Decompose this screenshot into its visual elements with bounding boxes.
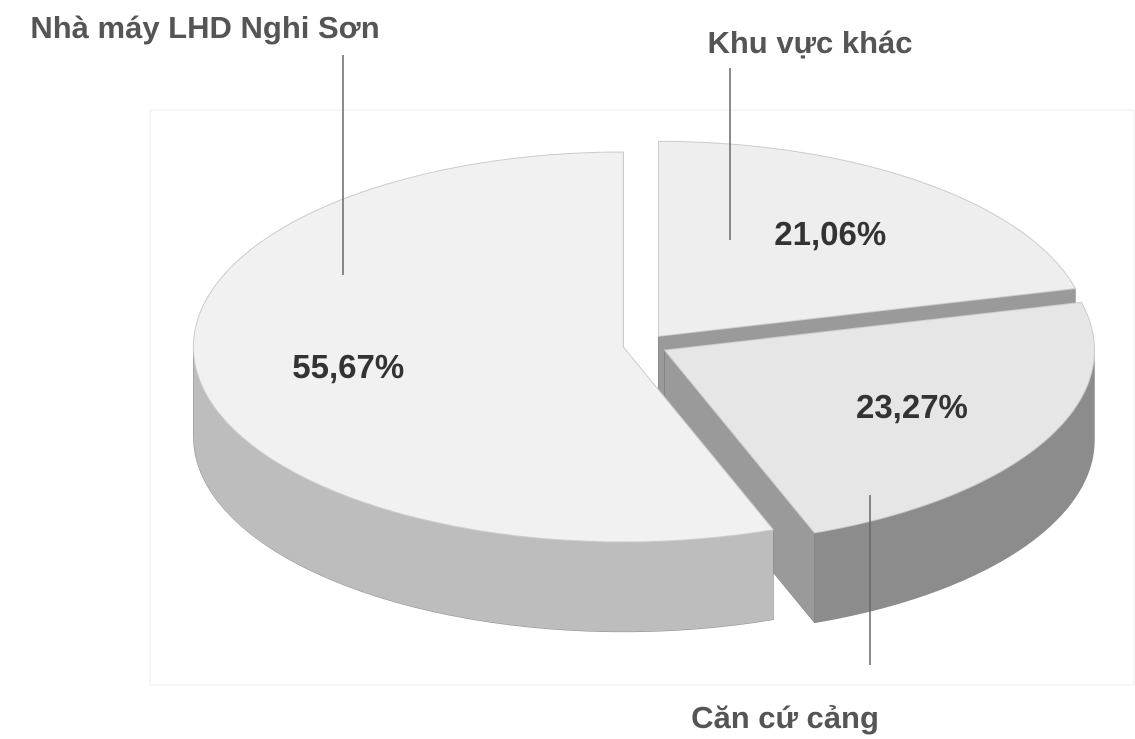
value-label: 23,27% <box>856 388 968 425</box>
slice <box>663 301 1095 534</box>
value-label: 55,67% <box>292 348 404 385</box>
category-label: Nhà máy LHD Nghi Sơn <box>30 10 379 45</box>
labels: 21,06% Khu vực khác 23,27% Căn cứ cảng 55,67… <box>30 10 968 735</box>
category-label: Căn cứ cảng <box>691 700 879 735</box>
category-label: Khu vực khác <box>707 25 912 60</box>
tops <box>192 140 1095 543</box>
slice <box>192 151 775 543</box>
value-label: 21,06% <box>774 215 886 252</box>
slice <box>658 140 1077 337</box>
